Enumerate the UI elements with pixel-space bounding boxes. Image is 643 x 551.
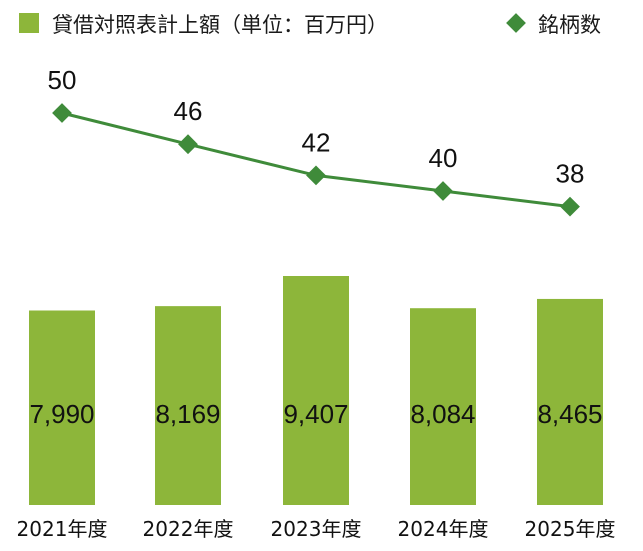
line-point-5 bbox=[560, 196, 580, 217]
bar-series bbox=[29, 276, 603, 505]
legend: 貸借対照表計上額（単位：百万円） 銘柄数 bbox=[19, 13, 601, 37]
line-point-3 bbox=[306, 165, 326, 186]
bar-5 bbox=[537, 298, 603, 505]
line-value-label: 38 bbox=[556, 159, 585, 189]
line-value-label: 42 bbox=[302, 127, 331, 157]
legend-bar-swatch bbox=[19, 13, 39, 33]
line-value-label: 46 bbox=[174, 96, 203, 126]
legend-line-marker bbox=[506, 13, 526, 33]
bar-value-label: 9,407 bbox=[283, 399, 348, 429]
bar-4 bbox=[410, 308, 476, 505]
category-label: 2022年度 bbox=[143, 517, 234, 541]
bar-3 bbox=[283, 276, 349, 505]
bar-value-label: 8,465 bbox=[537, 399, 602, 429]
category-label: 2021年度 bbox=[17, 517, 108, 541]
bar-2 bbox=[155, 306, 221, 505]
category-label: 2024年度 bbox=[398, 517, 489, 541]
legend-bar-label: 貸借対照表計上額（単位：百万円） bbox=[52, 13, 388, 37]
line-point-2 bbox=[178, 134, 198, 155]
bar-value-labels: 7,990 8,169 9,407 8,084 8,465 bbox=[29, 399, 602, 429]
line-series: 50 46 42 40 38 bbox=[48, 65, 585, 217]
line-value-label: 40 bbox=[429, 143, 458, 173]
bar-1 bbox=[29, 310, 95, 505]
line-point-4 bbox=[433, 181, 453, 201]
category-label: 2025年度 bbox=[525, 517, 616, 541]
bar-value-label: 8,169 bbox=[155, 399, 220, 429]
line-value-label: 50 bbox=[48, 65, 77, 95]
category-label: 2023年度 bbox=[271, 517, 362, 541]
bar-value-label: 7,990 bbox=[29, 399, 94, 429]
line-point-1 bbox=[52, 103, 72, 123]
legend-line-label: 銘柄数 bbox=[538, 13, 601, 37]
bar-value-label: 8,084 bbox=[410, 399, 475, 429]
category-axis-labels: 2021年度 2022年度 2023年度 2024年度 2025年度 bbox=[17, 517, 616, 541]
